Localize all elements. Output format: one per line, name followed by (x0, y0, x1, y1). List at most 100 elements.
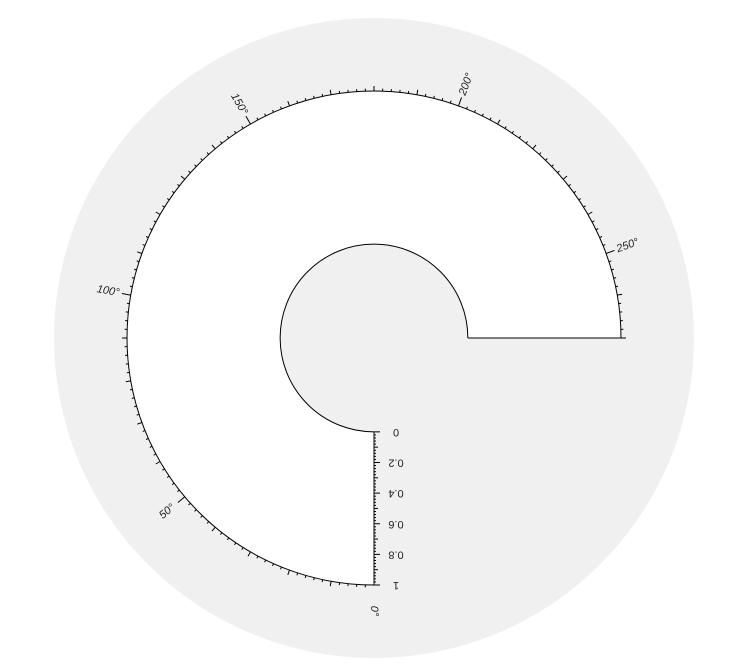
theta-minor-tick (129, 285, 133, 288)
theta-minor-tick (615, 285, 619, 288)
theta-minor-tick (321, 579, 324, 583)
theta-minor-tick (149, 445, 153, 448)
theta-minor-tick (504, 126, 507, 129)
theta-minor-tick (296, 100, 299, 104)
theta-minor-tick (200, 158, 203, 161)
theta-tick-label: 0° (368, 606, 380, 617)
theta-major-tick (121, 293, 131, 296)
theta-minor-tick (155, 461, 161, 465)
r-tick-labels: 0 0.2 0.4 0.6 0.8 1 (388, 426, 403, 591)
theta-minor-tick (587, 211, 593, 215)
theta-minor-tick (166, 475, 170, 478)
theta-minor-tick (136, 260, 140, 263)
theta-minor-tick (313, 95, 315, 99)
theta-minor-tick (131, 397, 135, 399)
theta-minor-tick (177, 183, 180, 187)
theta-minor-tick (441, 98, 444, 101)
theta-minor-tick (538, 152, 542, 155)
theta-minor-tick (194, 509, 197, 512)
theta-tick-label: 100° (96, 283, 121, 299)
r-tick-label: 0.8 (388, 548, 403, 560)
theta-minor-tick (149, 228, 153, 231)
theta-minor-tick (234, 130, 237, 134)
theta-minor-tick (219, 141, 223, 144)
theta-minor-tick (162, 205, 165, 208)
theta-minor-tick (557, 170, 560, 174)
r-tick-label: 1 (393, 579, 399, 591)
theta-minor-tick (497, 119, 501, 125)
theta-minor-tick (234, 542, 237, 546)
theta-minor-tick (449, 100, 452, 104)
theta-minor-tick (304, 575, 307, 578)
theta-minor-tick (613, 277, 617, 279)
theta-major-tick (245, 116, 251, 125)
theta-minor-tick (466, 106, 468, 110)
theta-minor-tick (287, 101, 290, 107)
theta-minor-tick (200, 515, 203, 518)
theta-minor-tick (611, 268, 614, 271)
theta-minor-tick (256, 117, 259, 121)
theta-minor-tick (608, 260, 612, 263)
theta-minor-tick (602, 244, 606, 246)
theta-minor-tick (142, 244, 146, 246)
theta-minor-tick (578, 198, 582, 201)
theta-minor-tick (145, 236, 149, 238)
theta-minor-tick (617, 293, 623, 296)
theta-minor-tick (162, 468, 165, 471)
theta-minor-tick (206, 521, 210, 524)
theta-minor-tick (562, 175, 568, 180)
theta-minor-tick (424, 93, 427, 97)
theta-minor-tick (287, 569, 290, 575)
theta-minor-tick (481, 113, 484, 117)
theta-minor-tick (329, 89, 332, 95)
theta-minor-tick (194, 164, 197, 167)
theta-minor-tick (134, 268, 137, 271)
theta-minor-tick (573, 190, 577, 194)
theta-minor-tick (280, 106, 282, 110)
theta-minor-tick (241, 126, 244, 129)
theta-minor-tick (145, 438, 149, 440)
theta-minor-tick (134, 405, 137, 408)
theta-minor-tick (591, 220, 595, 223)
theta-minor-tick (416, 89, 419, 95)
theta-minor-tick (219, 532, 223, 535)
theta-ticks (121, 86, 626, 588)
theta-minor-tick (583, 205, 586, 208)
theta-minor-tick (211, 144, 216, 150)
theta-minor-tick (321, 93, 324, 97)
theta-minor-tick (241, 547, 244, 550)
theta-minor-tick (211, 526, 216, 532)
theta-minor-tick (166, 198, 170, 201)
theta-minor-tick (155, 211, 161, 215)
theta-minor-tick (329, 581, 332, 587)
theta-minor-tick (137, 251, 143, 254)
theta-minor-tick (129, 388, 133, 391)
theta-minor-tick (595, 228, 599, 231)
theta-minor-tick (518, 135, 522, 139)
theta-minor-tick (304, 98, 307, 101)
theta-minor-tick (226, 537, 230, 541)
theta-minor-tick (226, 135, 230, 139)
theta-minor-tick (137, 422, 143, 425)
theta-minor-tick (131, 277, 135, 279)
theta-minor-tick (474, 109, 476, 113)
theta-minor-tick (153, 220, 157, 223)
r-tick-label: 0.2 (388, 456, 403, 468)
polar-sector-area (127, 91, 621, 585)
theta-minor-tick (264, 559, 267, 563)
theta-minor-tick (272, 109, 274, 113)
theta-minor-tick (247, 551, 251, 557)
theta-minor-tick (256, 555, 259, 559)
theta-minor-tick (272, 563, 274, 567)
theta-minor-tick (188, 170, 191, 174)
theta-minor-tick (153, 453, 157, 456)
theta-minor-tick (313, 577, 315, 581)
theta-minor-tick (599, 236, 603, 238)
theta-minor-tick (142, 430, 146, 432)
theta-minor-tick (177, 489, 180, 493)
r-tick-label: 0 (393, 426, 399, 438)
theta-minor-tick (280, 566, 282, 570)
theta-minor-tick (296, 572, 299, 576)
r-tick-label: 0.6 (388, 518, 403, 530)
